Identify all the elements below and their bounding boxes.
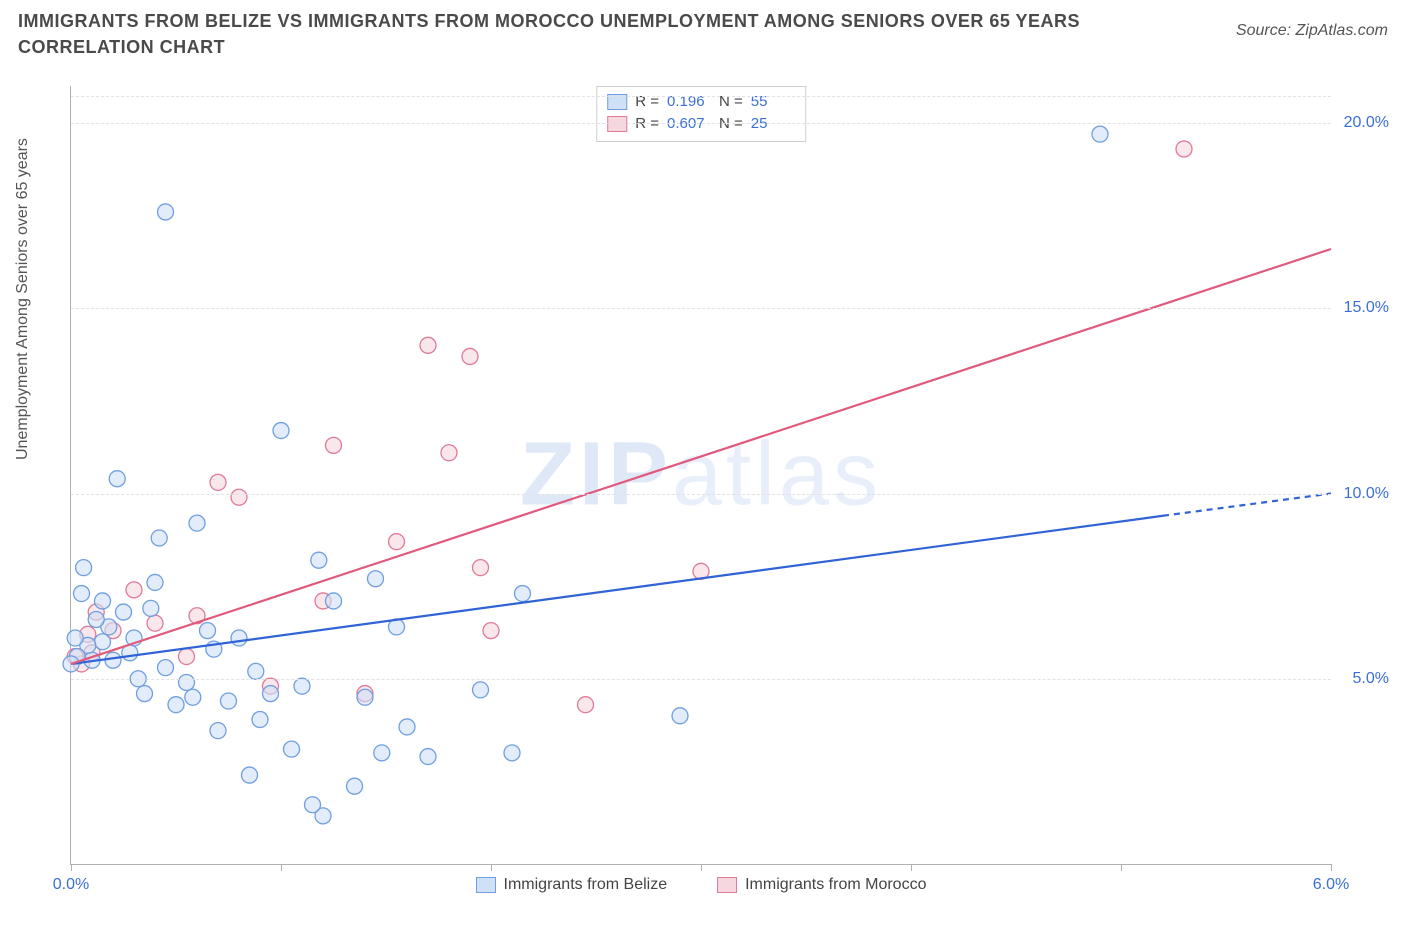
y-tick-label: 5.0% [1339, 670, 1389, 688]
scatter-point [109, 471, 125, 487]
scatter-point [504, 745, 520, 761]
trend-line [71, 249, 1331, 664]
x-tick [71, 864, 72, 871]
scatter-point [273, 423, 289, 439]
stats-row: R = 0.196 N = 55 [607, 91, 795, 113]
scatter-point [151, 530, 167, 546]
scatter-point [185, 689, 201, 705]
stat-r-label: R = [635, 91, 659, 113]
scatter-point [231, 630, 247, 646]
scatter-point [231, 489, 247, 505]
scatter-point [74, 586, 90, 602]
x-tick [1121, 864, 1122, 871]
scatter-point [420, 337, 436, 353]
x-tick [911, 864, 912, 871]
trend-line [71, 516, 1163, 664]
scatter-point [67, 630, 83, 646]
scatter-point [263, 686, 279, 702]
scatter-point [473, 560, 489, 576]
scatter-point [420, 749, 436, 765]
trend-line-dashed [1163, 494, 1331, 516]
y-tick-label: 20.0% [1339, 114, 1389, 132]
scatter-point [168, 697, 184, 713]
scatter-point [374, 745, 390, 761]
x-tick [281, 864, 282, 871]
scatter-point [326, 437, 342, 453]
scatter-point [441, 445, 457, 461]
x-tick [491, 864, 492, 871]
legend-swatch [476, 877, 496, 893]
gridline [71, 123, 1331, 124]
scatter-point [88, 611, 104, 627]
scatter-point [221, 693, 237, 709]
scatter-point [179, 649, 195, 665]
chart-container: IMMIGRANTS FROM BELIZE VS IMMIGRANTS FRO… [0, 0, 1406, 930]
scatter-point [578, 697, 594, 713]
legend-item: Immigrants from Belize [476, 876, 668, 894]
gridline [71, 96, 1331, 97]
scatter-point [389, 534, 405, 550]
series-legend: Immigrants from Belize Immigrants from Mo… [71, 876, 1331, 894]
scatter-point [147, 574, 163, 590]
scatter-point [248, 663, 264, 679]
scatter-point [1176, 141, 1192, 157]
scatter-point [311, 552, 327, 568]
scatter-point [143, 600, 159, 616]
stat-n-label: N = [719, 91, 743, 113]
scatter-point [1092, 126, 1108, 142]
scatter-point [368, 571, 384, 587]
gridline [71, 679, 1331, 680]
scatter-point [483, 623, 499, 639]
scatter-point [137, 686, 153, 702]
plot-area: ZIPatlas R =0.196N =55R =0.607N =25 Immi… [70, 86, 1331, 865]
scatter-point [200, 623, 216, 639]
scatter-point [284, 741, 300, 757]
scatter-point [95, 634, 111, 650]
scatter-point [147, 615, 163, 631]
legend-label: Immigrants from Morocco [745, 876, 926, 894]
gridline [71, 308, 1331, 309]
scatter-point [105, 652, 121, 668]
x-tick [1331, 864, 1332, 871]
scatter-point [210, 474, 226, 490]
scatter-point [116, 604, 132, 620]
legend-label: Immigrants from Belize [504, 876, 668, 894]
legend-item: Immigrants from Morocco [717, 876, 926, 894]
scatter-point [473, 682, 489, 698]
scatter-point [515, 586, 531, 602]
stat-n-value: 55 [751, 91, 795, 113]
stat-r-value: 0.196 [667, 91, 711, 113]
scatter-point [95, 593, 111, 609]
scatter-point [462, 348, 478, 364]
scatter-point [158, 660, 174, 676]
scatter-point [242, 767, 258, 783]
scatter-point [294, 678, 310, 694]
scatter-point [399, 719, 415, 735]
scatter-point [76, 560, 92, 576]
scatter-point [672, 708, 688, 724]
gridline [71, 494, 1331, 495]
chart-svg [71, 86, 1331, 864]
source-attribution: Source: ZipAtlas.com [1236, 22, 1388, 40]
x-tick-label: 6.0% [1313, 876, 1349, 894]
scatter-point [126, 582, 142, 598]
scatter-point [305, 797, 321, 813]
chart-title: IMMIGRANTS FROM BELIZE VS IMMIGRANTS FRO… [18, 8, 1138, 60]
legend-swatch [717, 877, 737, 893]
y-tick-label: 10.0% [1339, 485, 1389, 503]
scatter-point [158, 204, 174, 220]
scatter-point [179, 674, 195, 690]
header: IMMIGRANTS FROM BELIZE VS IMMIGRANTS FRO… [18, 8, 1388, 60]
x-tick [701, 864, 702, 871]
stats-legend: R =0.196N =55R =0.607N =25 [596, 86, 806, 142]
scatter-point [252, 712, 268, 728]
scatter-point [210, 723, 226, 739]
y-axis-label: Unemployment Among Seniors over 65 years [14, 138, 32, 460]
x-tick-label: 0.0% [53, 876, 89, 894]
scatter-point [326, 593, 342, 609]
scatter-point [357, 689, 373, 705]
scatter-point [189, 515, 205, 531]
y-tick-label: 15.0% [1339, 299, 1389, 317]
scatter-point [347, 778, 363, 794]
